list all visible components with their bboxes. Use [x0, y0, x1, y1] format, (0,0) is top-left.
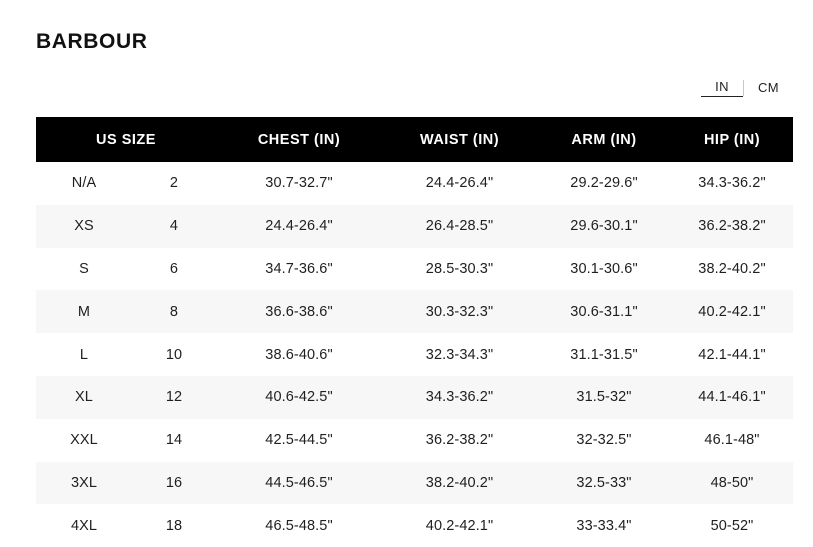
cell-us-size-letter: M: [77, 303, 91, 320]
cell-hip: 36.2-38.2": [698, 218, 766, 235]
cell-hip: 40.2-42.1": [698, 303, 766, 320]
brand-title: BARBOUR: [36, 30, 148, 53]
unit-toggle: IN CM: [701, 79, 793, 97]
cell-hip: 38.2-40.2": [698, 260, 766, 277]
table-row: M 8 36.6-38.6" 30.3-32.3" 30.6-31.1" 40.2-42.…: [36, 290, 793, 334]
cell-chest: 24.4-26.4": [265, 218, 333, 235]
cell-waist: 26.4-28.5": [425, 218, 494, 235]
column-header-waist: WAIST (IN): [419, 131, 500, 148]
column-header-hip: HIP (IN): [703, 131, 761, 148]
cell-chest: 34.7-36.6": [265, 260, 333, 277]
cell-us-size-number: 10: [165, 346, 183, 363]
cell-waist: 30.3-32.3": [425, 303, 494, 320]
table-row: XS 4 24.4-26.4" 26.4-28.5" 29.6-30.1" 36.2-38…: [36, 204, 793, 248]
cell-arm: 29.6-30.1": [570, 218, 638, 235]
cell-us-size-letter: XXL: [70, 432, 98, 449]
cell-chest: 36.6-38.6": [265, 303, 333, 320]
cell-us-size-number: 14: [165, 432, 183, 449]
cell-waist: 24.4-26.4": [425, 175, 494, 192]
cell-waist: 40.2-42.1": [425, 517, 494, 534]
cell-arm: 30.1-30.6": [570, 260, 638, 277]
cell-hip: 44.1-46.1": [698, 389, 766, 406]
table-body: N/A 2 30.7-32.7" 24.4-26.4" 29.2-29.6" 34.3-3…: [36, 162, 793, 547]
cell-hip: 48-50": [710, 474, 754, 491]
cell-us-size-number: 12: [165, 389, 183, 406]
cell-us-size-letter: 4XL: [70, 517, 98, 534]
cell-waist: 28.5-30.3": [425, 260, 494, 277]
column-header-us-size: US SIZE: [96, 131, 156, 148]
cell-us-size-letter: XL: [75, 389, 93, 406]
cell-us-size-number: 8: [169, 303, 179, 320]
table-row: XXL 14 42.5-44.5" 36.2-38.2" 32-32.5" 46.1-48…: [36, 418, 793, 462]
cell-arm: 31.5-32": [576, 389, 632, 406]
table-row: 3XL 16 44.5-46.5" 38.2-40.2" 32.5-33" 48-50": [36, 461, 793, 505]
unit-toggle-divider: [742, 80, 744, 96]
cell-waist: 38.2-40.2": [425, 474, 494, 491]
table-row: XL 12 40.6-42.5" 34.3-36.2" 31.5-32" 44.1-46.…: [36, 375, 793, 419]
cell-us-size-number: 2: [169, 175, 179, 192]
cell-arm: 30.6-31.1": [570, 303, 638, 320]
cell-arm: 33-33.4": [576, 517, 632, 534]
table-header: US SIZE CHEST (IN) WAIST (IN) ARM (IN) H…: [36, 117, 793, 162]
table-row: S 6 34.7-36.6" 28.5-30.3" 30.1-30.6" 38.2-40.…: [36, 247, 793, 291]
cell-hip: 34.3-36.2": [698, 175, 766, 192]
cell-us-size-letter: N/A: [71, 175, 97, 192]
cell-hip: 50-52": [710, 517, 754, 534]
table-header-row: US SIZE CHEST (IN) WAIST (IN) ARM (IN) H…: [36, 117, 793, 162]
cell-arm: 29.2-29.6": [570, 175, 638, 192]
cell-waist: 32.3-34.3": [425, 346, 494, 363]
cell-waist: 34.3-36.2": [425, 389, 494, 406]
cell-us-size-letter: L: [79, 346, 89, 363]
cell-waist: 36.2-38.2": [425, 432, 494, 449]
cell-us-size-number: 18: [165, 517, 183, 534]
cell-chest: 46.5-48.5": [265, 517, 333, 534]
cell-us-size-letter: S: [79, 260, 89, 277]
cell-arm: 31.1-31.5": [570, 346, 638, 363]
cell-hip: 42.1-44.1": [698, 346, 766, 363]
cell-us-size-number: 16: [165, 474, 183, 491]
cell-chest: 40.6-42.5": [265, 389, 333, 406]
unit-option-inches[interactable]: IN: [701, 79, 743, 97]
table-row: 4XL 18 46.5-48.5" 40.2-42.1" 33-33.4" 50-52": [36, 504, 793, 547]
cell-us-size-number: 4: [169, 218, 179, 235]
cell-chest: 38.6-40.6": [265, 346, 333, 363]
table-row: N/A 2 30.7-32.7" 24.4-26.4" 29.2-29.6" 34.3-3…: [36, 162, 793, 205]
cell-chest: 44.5-46.5": [265, 474, 333, 491]
column-header-chest: CHEST (IN): [257, 131, 341, 148]
column-header-arm: ARM (IN): [571, 131, 637, 148]
cell-arm: 32-32.5": [576, 432, 632, 449]
size-chart-table: US SIZE CHEST (IN) WAIST (IN) ARM (IN) H…: [36, 117, 793, 547]
cell-chest: 30.7-32.7": [265, 175, 333, 192]
cell-us-size-number: 6: [169, 260, 179, 277]
unit-option-cm[interactable]: CM: [757, 80, 779, 95]
cell-chest: 42.5-44.5": [265, 432, 333, 449]
cell-hip: 46.1-48": [704, 432, 760, 449]
table-row: L 10 38.6-40.6" 32.3-34.3" 31.1-31.5" 42.1-44…: [36, 333, 793, 376]
cell-us-size-letter: 3XL: [70, 474, 98, 491]
cell-arm: 32.5-33": [576, 474, 632, 491]
cell-us-size-letter: XS: [74, 218, 94, 235]
